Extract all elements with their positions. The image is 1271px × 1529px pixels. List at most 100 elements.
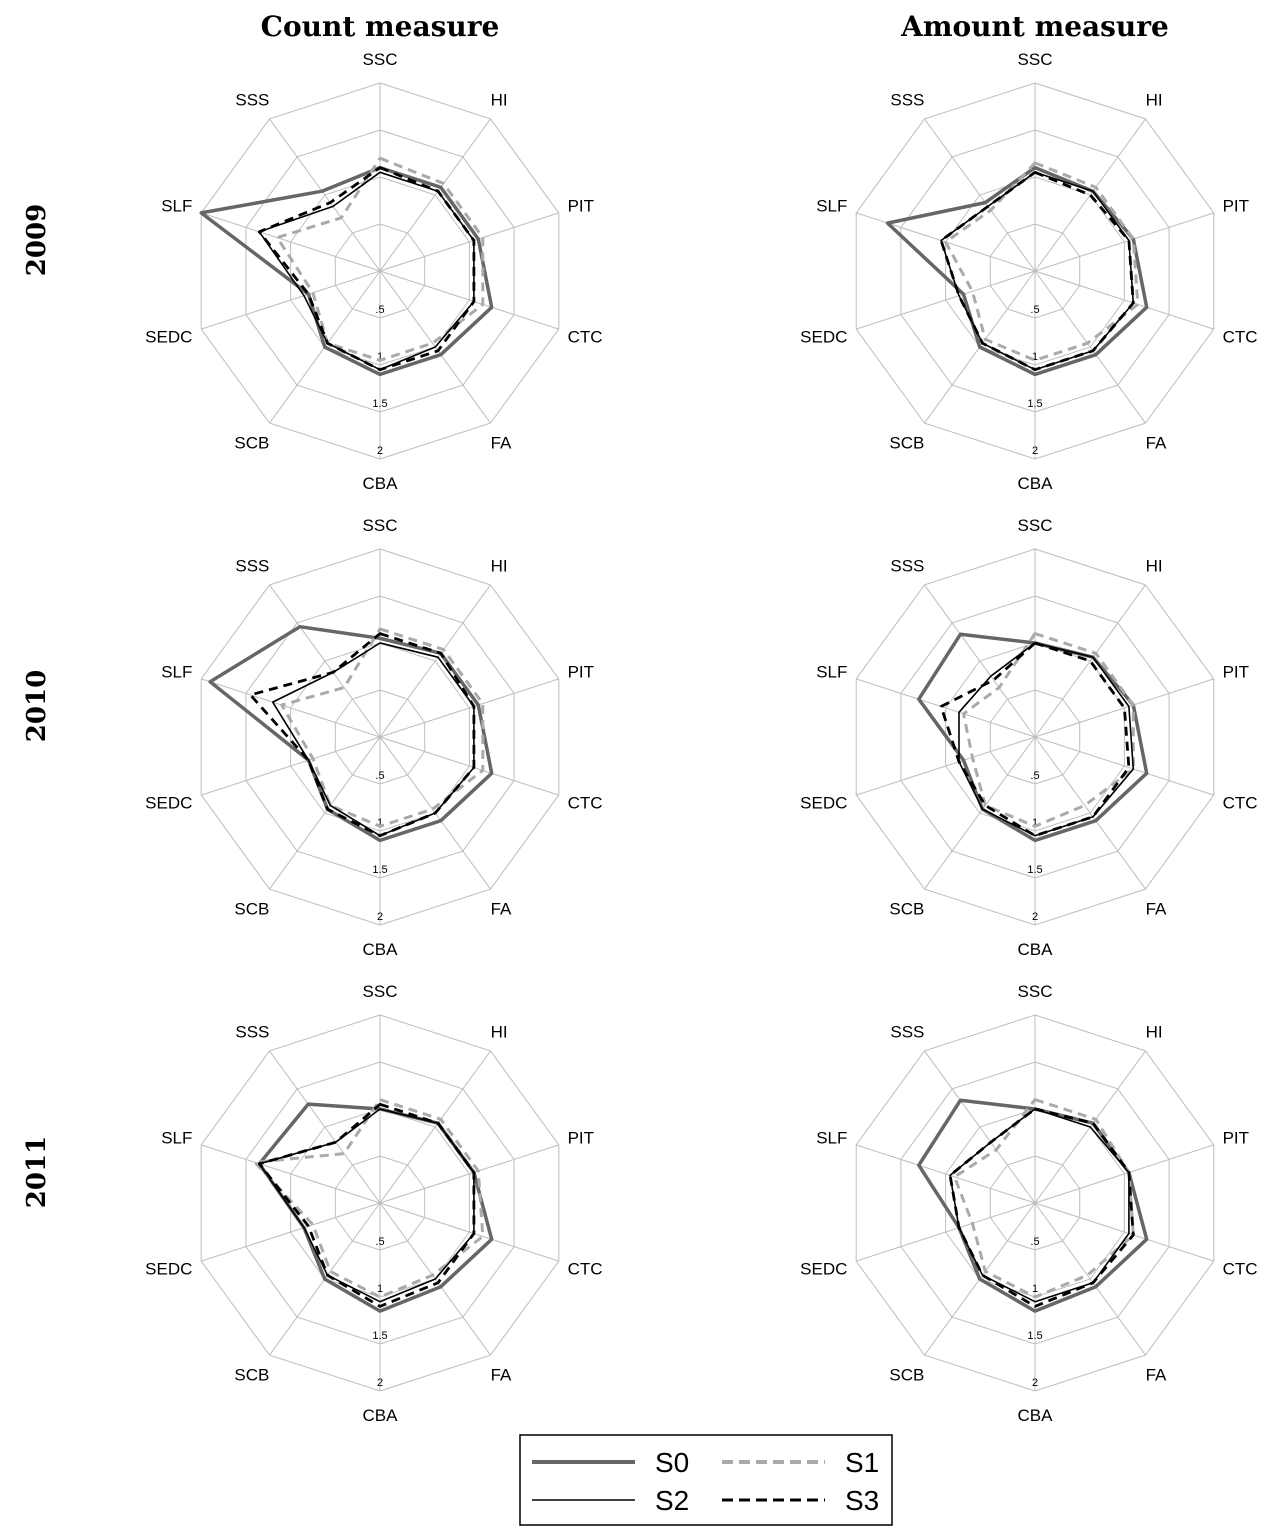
panel-count-measure-2009-axis-label-pit: PIT xyxy=(568,197,594,216)
panel-amount-measure-2010-spoke xyxy=(1034,584,1146,738)
panel-count-measure-2010-series-s3 xyxy=(248,632,476,838)
panel-count-measure-2009-series-s1 xyxy=(275,156,485,362)
panel-amount-measure-2010-series-s1 xyxy=(962,632,1135,828)
panel-amount-measure-2010-spoke xyxy=(1034,678,1214,738)
panel-count-measure-2010-axis-label-scb: SCB xyxy=(234,900,269,919)
panel-amount-measure-2009-axis-label-cba: CBA xyxy=(1018,474,1054,493)
panel-count-measure-2010-axis-label-ssc: SSC xyxy=(363,516,398,535)
row-title-2011: 2011 xyxy=(22,1136,52,1208)
panel-amount-measure-2010-tick-label: 2 xyxy=(1032,911,1038,923)
panel-count-measure-2010-axis-label-cba: CBA xyxy=(363,940,399,959)
panel-amount-measure-2010-tick-label: .5 xyxy=(1030,770,1039,782)
panel-amount-measure-2010-axis-label-fa: FA xyxy=(1146,900,1167,919)
panel-amount-measure-2010-axis-label-sss: SSS xyxy=(890,557,924,576)
panel-count-measure-2011: SSC HI PIT CTC FA CBA SCB SEDC SLF SSS .5 1 1.5 2 xyxy=(145,982,602,1425)
panel-count-measure-2010-axis-label-hi: HI xyxy=(491,557,508,576)
panel-amount-measure-2010-axis-label-cba: CBA xyxy=(1018,940,1054,959)
panel-amount-measure-2011-axis-label-ctc: CTC xyxy=(1223,1260,1258,1279)
panel-amount-measure-2010-spoke xyxy=(1034,736,1146,890)
panel-count-measure-2011-series-s3 xyxy=(257,1102,476,1308)
panel-amount-measure-2010-axis-label-scb: SCB xyxy=(889,900,924,919)
panel-amount-measure-2010-spoke xyxy=(856,678,1036,738)
panel-count-measure-2010-spoke xyxy=(269,584,381,738)
panel-count-measure-2010-spoke xyxy=(379,678,559,738)
panel-count-measure-2011-axis-label-ctc: CTC xyxy=(568,1260,603,1279)
panel-count-measure-2010-spoke xyxy=(269,736,381,890)
panel-count-measure-2009-tick-label: 1 xyxy=(377,351,383,363)
panel-count-measure-2011-axis-label-hi: HI xyxy=(491,1023,508,1042)
panel-count-measure-2011-spoke xyxy=(201,1202,381,1262)
panel-count-measure-2011-axis-label-pit: PIT xyxy=(568,1129,594,1148)
panel-count-measure-2011-series-s1 xyxy=(253,1098,485,1299)
panel-count-measure-2009-axis-label-hi: HI xyxy=(491,91,508,110)
panel-count-measure-2011-spoke xyxy=(269,1050,381,1204)
panel-amount-measure-2009-tick-label: 2 xyxy=(1032,445,1038,457)
legend-label-s0: S0 xyxy=(655,1447,689,1478)
panel-amount-measure-2011-axis-label-ssc: SSC xyxy=(1018,982,1053,1001)
panel-amount-measure-2010-spoke xyxy=(924,736,1036,890)
panel-count-measure-2011-tick-label: 2 xyxy=(377,1377,383,1389)
panel-amount-measure-2009-series-s2 xyxy=(940,171,1135,371)
panel-amount-measure-2011-axis-label-pit: PIT xyxy=(1223,1129,1249,1148)
panel-count-measure-2010-spoke xyxy=(379,736,559,796)
panel-amount-measure-2011: SSC HI PIT CTC FA CBA SCB SEDC SLF SSS .5 1 1.5 2 xyxy=(800,982,1257,1425)
legend-box xyxy=(519,1434,893,1526)
panel-count-measure-2009-tick-label: 2 xyxy=(377,445,383,457)
panel-amount-measure-2009-spoke xyxy=(924,118,1036,272)
panel-count-measure-2011-axis-label-scb: SCB xyxy=(234,1366,269,1385)
panel-amount-measure-2011-spoke xyxy=(856,1144,1036,1204)
column-title-count: Count measure xyxy=(261,10,500,43)
panel-count-measure-2009-axis-label-sss: SSS xyxy=(235,91,269,110)
panel-amount-measure-2009-tick-label: 1 xyxy=(1032,351,1038,363)
panel-amount-measure-2010-axis-label-pit: PIT xyxy=(1223,663,1249,682)
panel-count-measure-2011-axis-label-sss: SSS xyxy=(235,1023,269,1042)
panel-amount-measure-2009-axis-label-sedc: SEDC xyxy=(800,328,847,347)
legend-label-s1: S1 xyxy=(845,1447,879,1478)
panel-count-measure-2011-axis-label-fa: FA xyxy=(491,1366,512,1385)
panel-amount-measure-2009-axis-label-hi: HI xyxy=(1146,91,1163,110)
panel-amount-measure-2011-axis-label-hi: HI xyxy=(1146,1023,1163,1042)
panel-count-measure-2010-axis-label-fa: FA xyxy=(491,900,512,919)
panel-count-measure-2010-tick-label: .5 xyxy=(375,770,384,782)
panel-amount-measure-2011-tick-label: 1 xyxy=(1032,1283,1038,1295)
panel-count-measure-2009-axis-label-slf: SLF xyxy=(161,197,192,216)
panel-count-measure-2009-spoke xyxy=(379,270,559,330)
panel-count-measure-2011-axis-label-ssc: SSC xyxy=(363,982,398,1001)
panel-amount-measure-2011-series-s2 xyxy=(949,1108,1130,1303)
panel-amount-measure-2009-axis-label-fa: FA xyxy=(1146,434,1167,453)
row-title-2010: 2010 xyxy=(22,670,52,742)
panel-amount-measure-2009: SSC HI PIT CTC FA CBA SCB SEDC SLF SSS .5 1 1.5 2 xyxy=(800,50,1257,493)
panel-amount-measure-2009-spoke xyxy=(1034,212,1214,272)
panel-count-measure-2011-spoke xyxy=(379,1202,559,1262)
panel-amount-measure-2009-tick-label: 1.5 xyxy=(1027,398,1042,410)
panel-amount-measure-2010-spoke xyxy=(856,736,1036,796)
panel-count-measure-2010-tick-label: 1.5 xyxy=(372,864,387,876)
panel-amount-measure-2009-axis-label-slf: SLF xyxy=(816,197,847,216)
panel-count-measure-2011-spoke xyxy=(201,1144,381,1204)
panel-count-measure-2009-axis-label-sedc: SEDC xyxy=(145,328,192,347)
panel-count-measure-2011-tick-label: 1 xyxy=(377,1283,383,1295)
panel-count-measure-2010-axis-label-slf: SLF xyxy=(161,663,192,682)
panel-amount-measure-2009-spoke xyxy=(856,270,1036,330)
panel-amount-measure-2009-spoke xyxy=(1034,118,1146,272)
panel-count-measure-2010-series-s1 xyxy=(280,627,485,828)
panel-amount-measure-2011-series-s1 xyxy=(953,1098,1135,1299)
panel-amount-measure-2011-spoke xyxy=(1034,1202,1214,1262)
panel-count-measure-2011-axis-label-cba: CBA xyxy=(363,1406,399,1425)
panel-count-measure-2011-tick-label: 1.5 xyxy=(372,1330,387,1342)
panel-count-measure-2009-axis-label-scb: SCB xyxy=(234,434,269,453)
panel-count-measure-2009-tick-label: 1.5 xyxy=(372,398,387,410)
panel-amount-measure-2011-tick-label: 1.5 xyxy=(1027,1330,1042,1342)
legend-label-s2: S2 xyxy=(655,1485,689,1516)
panel-amount-measure-2009-tick-label: .5 xyxy=(1030,304,1039,316)
panel-amount-measure-2011-axis-label-cba: CBA xyxy=(1018,1406,1054,1425)
panel-amount-measure-2011-axis-label-scb: SCB xyxy=(889,1366,924,1385)
panel-amount-measure-2009-axis-label-ctc: CTC xyxy=(1223,328,1258,347)
panel-amount-measure-2011-series-s3 xyxy=(948,1107,1135,1308)
panel-amount-measure-2010-axis-label-hi: HI xyxy=(1146,557,1163,576)
panel-count-measure-2009: SSC HI PIT CTC FA CBA SCB SEDC SLF SSS .5 1 1.5 2 xyxy=(145,50,602,493)
panel-amount-measure-2009-spoke xyxy=(1034,270,1146,424)
panel-amount-measure-2009-axis-label-sss: SSS xyxy=(890,91,924,110)
panel-count-measure-2009-tick-label: .5 xyxy=(375,304,384,316)
panel-amount-measure-2010-axis-label-ssc: SSC xyxy=(1018,516,1053,535)
